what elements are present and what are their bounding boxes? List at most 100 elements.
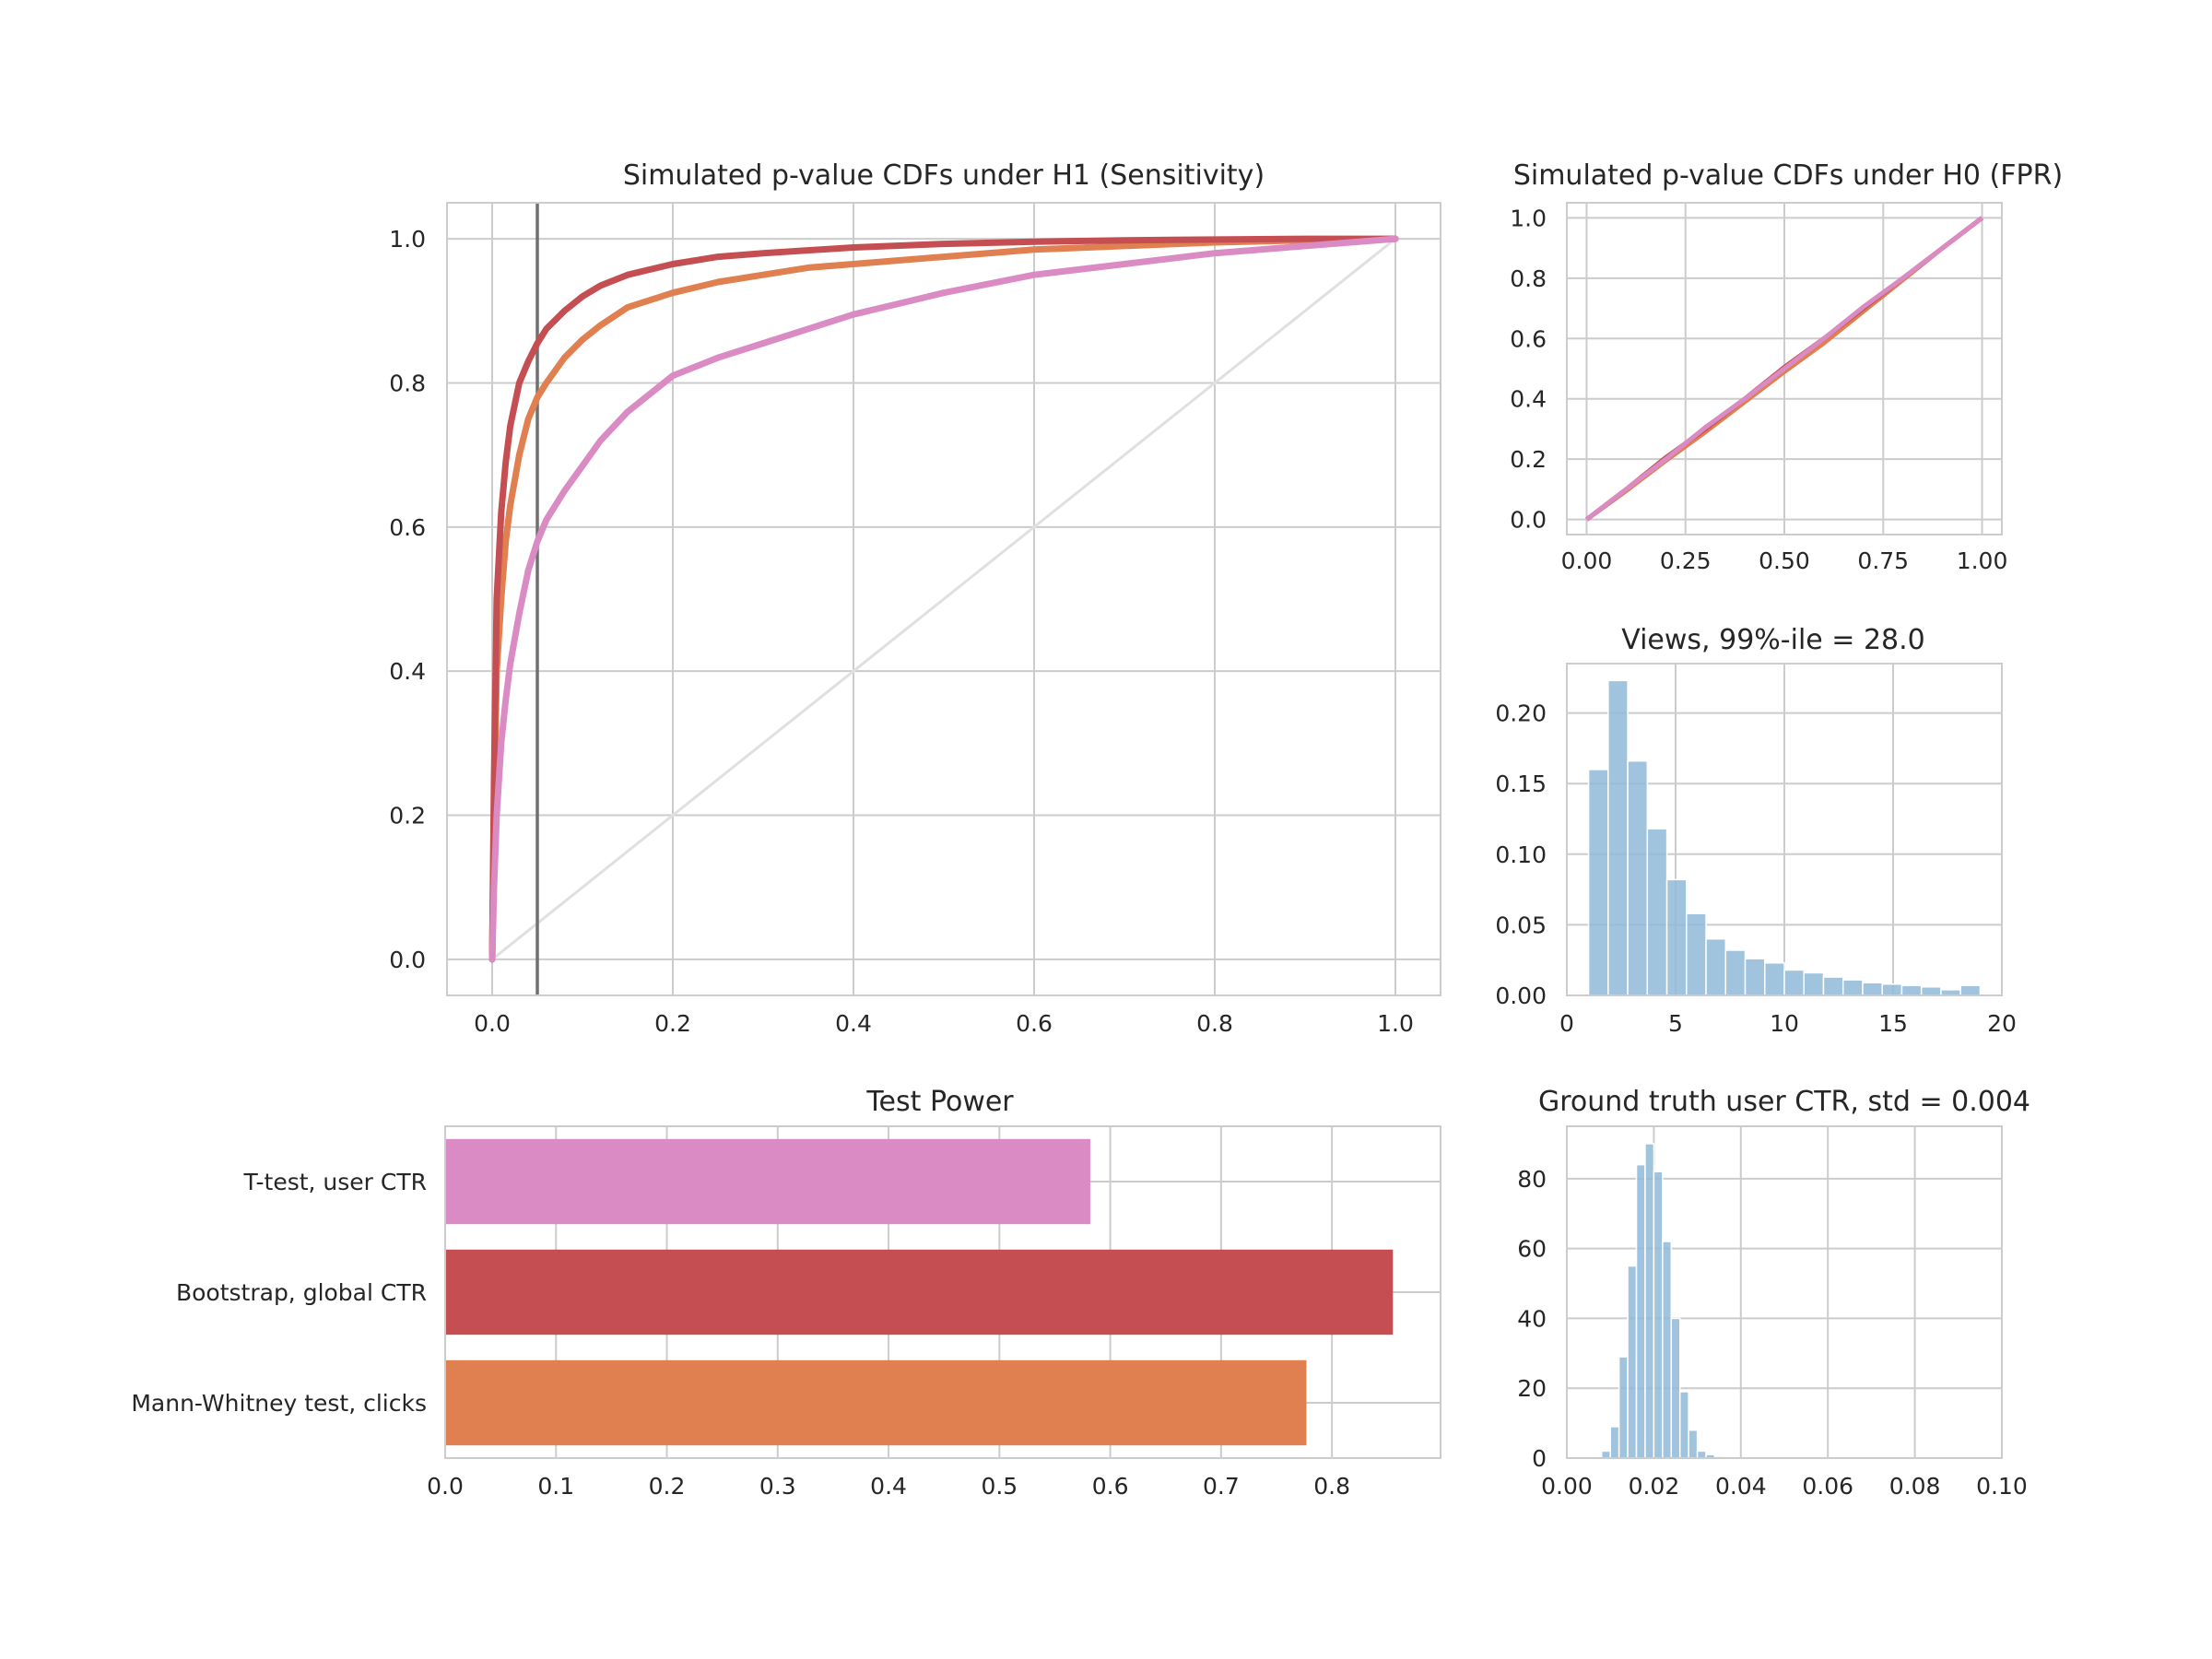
power-x-tick-1: 0.1 xyxy=(537,1473,574,1500)
views-bar xyxy=(1587,769,1609,996)
h0-y-tick-2: 0.4 xyxy=(1510,386,1547,413)
views-bar xyxy=(1841,979,1864,996)
views-bar xyxy=(1646,828,1668,996)
views-y-tick-3: 0.15 xyxy=(1495,771,1547,797)
views-bar xyxy=(1627,759,1649,996)
ctr-x-tick-0: 0.00 xyxy=(1541,1473,1593,1500)
h1-x-tick-0: 0.0 xyxy=(474,1010,511,1037)
views-bar xyxy=(1607,679,1629,996)
views-x-tick-4: 20 xyxy=(1987,1010,2017,1037)
h0-y-tick-1: 0.2 xyxy=(1510,446,1547,473)
ctr-bar xyxy=(1601,1450,1611,1459)
ctr-bar xyxy=(1662,1241,1673,1459)
h1-x-tick-2: 0.4 xyxy=(835,1010,872,1037)
ctr-bar xyxy=(1696,1450,1707,1459)
ctr-bar xyxy=(1609,1426,1620,1459)
ctr-bar xyxy=(1644,1143,1655,1459)
h1-y-tick-5: 1.0 xyxy=(389,226,426,253)
views-title: Views, 99%-ile = 28.0 xyxy=(1621,624,1925,656)
power-x-tick-4: 0.4 xyxy=(870,1473,907,1500)
views-bar xyxy=(1724,949,1747,996)
views-bar xyxy=(1744,958,1766,996)
power-x-tick-0: 0.0 xyxy=(427,1473,464,1500)
power-tick-labels: T-test, user CTR Bootstrap, global CTR Man… xyxy=(131,1169,1350,1500)
views-x-tick-2: 10 xyxy=(1770,1010,1799,1037)
ctr-frame xyxy=(1566,1125,2003,1459)
ctr-x-tick-2: 0.04 xyxy=(1715,1473,1767,1500)
h1-y-tick-1: 0.2 xyxy=(389,803,426,830)
h0-title: Simulated p-value CDFs under H0 (FPR) xyxy=(1513,159,2063,192)
h1-tick-labels: 0.0 0.2 0.4 0.6 0.8 1.0 0.0 0.2 0.4 0.6 0.8 1.0 xyxy=(389,226,1414,1037)
views-x-tick-0: 0 xyxy=(1559,1010,1574,1037)
power-bar-1 xyxy=(445,1249,1394,1335)
power-category-label-0: T-test, user CTR xyxy=(243,1169,427,1195)
views-y-tick-0: 0.00 xyxy=(1495,982,1547,1009)
views-x-tick-1: 5 xyxy=(1668,1010,1683,1037)
ctr-x-tick-3: 0.06 xyxy=(1802,1473,1853,1500)
views-bar xyxy=(1705,937,1727,996)
power-x-tick-3: 0.3 xyxy=(759,1473,796,1500)
h0-tick-labels: 0.00 0.25 0.50 0.75 1.00 0.0 0.2 0.4 0.6 0.8 1.0 xyxy=(1510,205,2007,574)
power-title: Test Power xyxy=(865,1086,1014,1118)
views-bar xyxy=(1900,984,1923,996)
ctr-y-tick-4: 80 xyxy=(1517,1166,1547,1193)
h0-x-tick-2: 0.50 xyxy=(1759,547,1810,574)
ctr-tick-labels: 0.00 0.02 0.04 0.06 0.08 0.10 0 20 40 60 80 xyxy=(1517,1166,2028,1500)
ctr-y-tick-0: 0 xyxy=(1532,1445,1547,1472)
ctr-y-tick-1: 20 xyxy=(1517,1375,1547,1402)
ctr-title: Ground truth user CTR, std = 0.004 xyxy=(1538,1086,2030,1118)
power-x-tick-5: 0.5 xyxy=(981,1473,1018,1500)
h1-grid xyxy=(447,203,1441,995)
panel-ctr-hist: Ground truth user CTR, std = 0.004 0.00 0… xyxy=(1517,1086,2030,1500)
views-bar xyxy=(1862,982,1883,996)
h1-series-ttest xyxy=(488,235,1399,963)
views-y-tick-1: 0.05 xyxy=(1495,912,1547,938)
views-bars xyxy=(1587,679,1982,996)
h1-x-tick-3: 0.6 xyxy=(1016,1010,1053,1037)
views-bar xyxy=(1686,912,1707,996)
h1-x-tick-1: 0.2 xyxy=(654,1010,691,1037)
power-x-tick-6: 0.6 xyxy=(1092,1473,1129,1500)
panel-h1-cdf: Simulated p-value CDFs under H1 (Sensiti… xyxy=(389,159,1441,1037)
h1-title: Simulated p-value CDFs under H1 (Sensiti… xyxy=(623,159,1265,192)
h0-x-tick-0: 0.00 xyxy=(1561,547,1613,574)
h0-series-ttest xyxy=(1584,216,1984,522)
views-tick-labels: 0 5 10 15 20 0.00 0.05 0.10 0.15 0.20 xyxy=(1495,700,2017,1037)
views-bar xyxy=(1920,986,1942,996)
h1-y-tick-4: 0.8 xyxy=(389,370,426,396)
power-x-tick-2: 0.2 xyxy=(649,1473,686,1500)
views-frame xyxy=(1566,663,2003,996)
ctr-x-tick-4: 0.08 xyxy=(1889,1473,1941,1500)
h0-y-tick-5: 1.0 xyxy=(1510,205,1547,231)
h0-x-tick-1: 0.25 xyxy=(1660,547,1712,574)
ctr-bar xyxy=(1678,1391,1689,1459)
h1-diagonal xyxy=(491,237,1396,961)
power-frame xyxy=(444,1125,1441,1459)
ctr-x-tick-5: 0.10 xyxy=(1976,1473,2028,1500)
views-bar xyxy=(1822,976,1844,996)
ctr-bar xyxy=(1688,1429,1699,1459)
views-bar xyxy=(1764,962,1785,996)
ctr-y-tick-3: 60 xyxy=(1517,1236,1547,1263)
h0-x-tick-4: 1.00 xyxy=(1957,547,2008,574)
h1-x-tick-4: 0.8 xyxy=(1196,1010,1233,1037)
views-x-tick-3: 15 xyxy=(1878,1010,1908,1037)
h1-series xyxy=(488,235,1399,963)
ctr-bar xyxy=(1653,1171,1664,1459)
power-x-tick-7: 0.7 xyxy=(1203,1473,1240,1500)
ctr-bar xyxy=(1670,1317,1681,1459)
views-y-tick-2: 0.10 xyxy=(1495,841,1547,868)
ctr-y-tick-2: 40 xyxy=(1517,1305,1547,1332)
power-category-label-1: Bootstrap, global CTR xyxy=(176,1279,427,1306)
h1-y-tick-0: 0.0 xyxy=(389,947,426,973)
ctr-bar xyxy=(1618,1356,1629,1459)
h1-frame xyxy=(446,202,1441,996)
h1-diagonal-line xyxy=(491,237,1396,961)
h0-y-tick-4: 0.8 xyxy=(1510,265,1547,292)
views-bar xyxy=(1665,878,1688,996)
views-bar xyxy=(1881,982,1903,996)
h0-series xyxy=(1584,216,1984,522)
views-bar xyxy=(1959,984,1982,996)
h0-grid xyxy=(1567,203,2002,535)
